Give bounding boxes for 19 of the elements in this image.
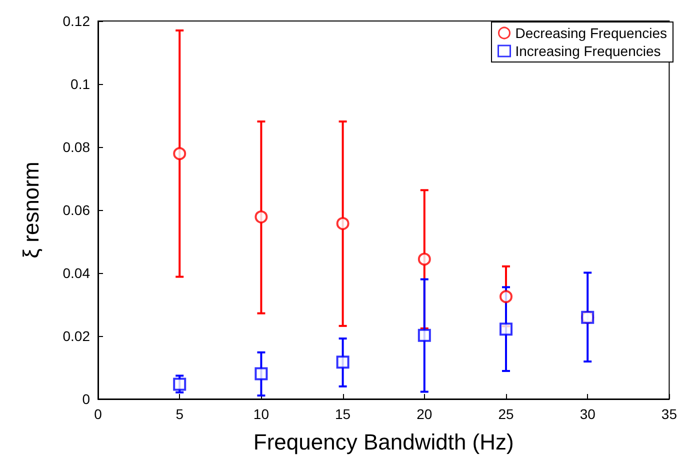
- x-axis-title: Frequency Bandwidth (Hz): [253, 430, 514, 454]
- legend-label: Decreasing Frequencies: [515, 25, 668, 41]
- x-tick-label: 10: [253, 406, 270, 422]
- y-tick-label: 0.02: [62, 328, 90, 344]
- x-tick-label: 30: [580, 406, 596, 422]
- y-tick-label: 0.1: [70, 76, 90, 92]
- y-tick-label: 0.04: [62, 265, 90, 281]
- x-tick-label: 15: [335, 406, 351, 422]
- x-tick-label: 35: [661, 406, 678, 422]
- x-tick-label: 20: [416, 406, 432, 422]
- y-tick-label: 0: [82, 391, 90, 407]
- x-tick-label: 25: [498, 406, 514, 422]
- y-tick-label: 0.08: [62, 139, 90, 155]
- legend-label: Increasing Frequencies: [515, 43, 661, 59]
- y-axis-title: ξ resnorm: [18, 162, 44, 258]
- y-tick-label: 0.12: [62, 13, 90, 29]
- y-tick-label: 0.06: [62, 202, 90, 218]
- x-tick-label: 5: [176, 406, 184, 422]
- x-tick-label: 0: [94, 406, 102, 422]
